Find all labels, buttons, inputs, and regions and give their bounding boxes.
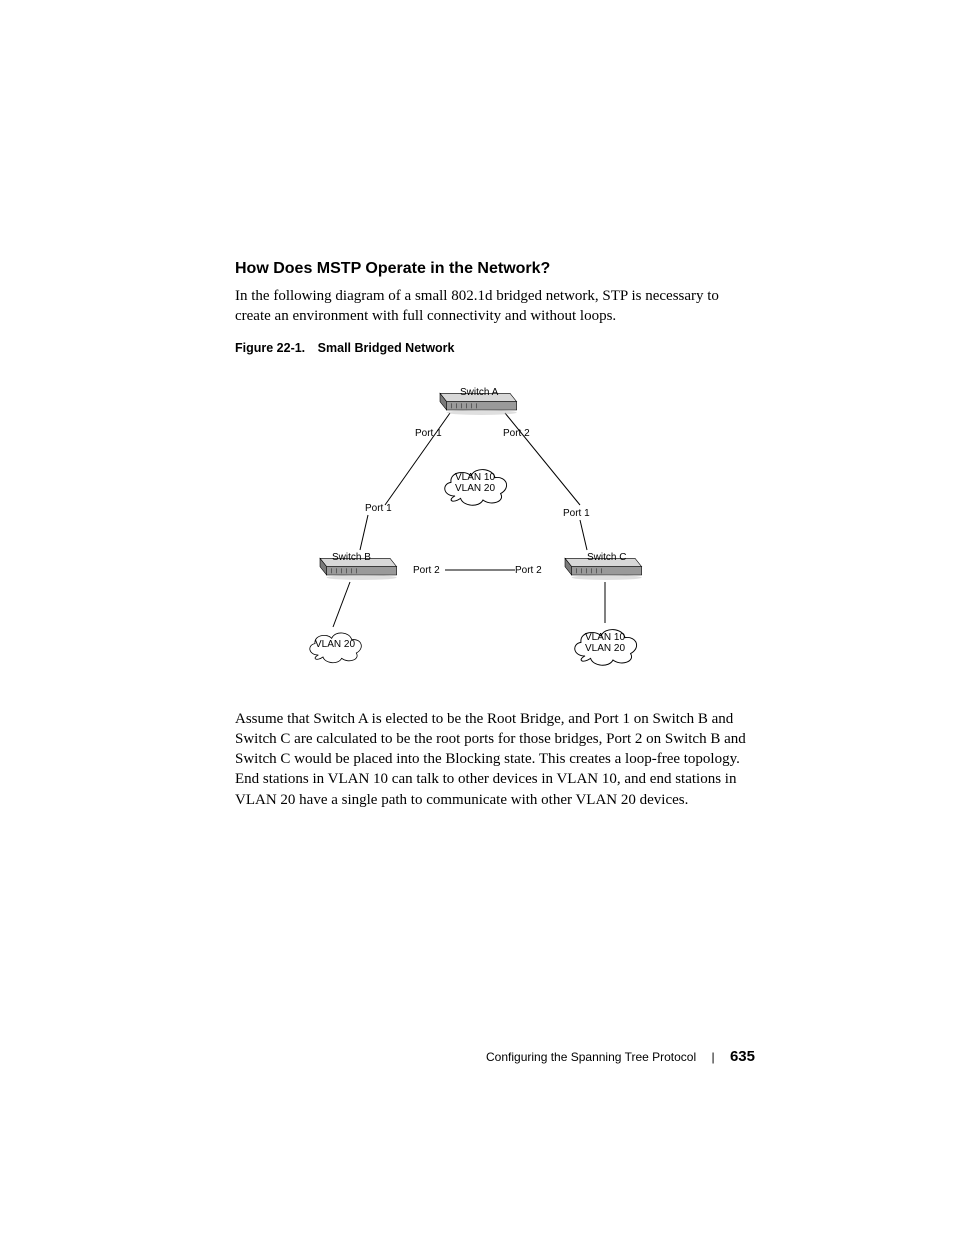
footer-separator: | <box>712 1050 715 1064</box>
vlan-cloud-right: VLAN 10VLAN 20 <box>565 620 645 668</box>
footer-chapter: Configuring the Spanning Tree Protocol <box>486 1050 696 1064</box>
vlan-cloud-center: VLAN 10VLAN 20 <box>435 460 515 508</box>
page-content: How Does MSTP Operate in the Network? In… <box>235 260 755 824</box>
intro-paragraph: In the following diagram of a small 802.… <box>235 286 755 327</box>
cloud-label: VLAN 20 <box>295 639 375 650</box>
port-a2-label: Port 2 <box>503 428 530 439</box>
footer-page-number: 635 <box>730 1048 755 1065</box>
body-paragraph: Assume that Switch A is elected to be th… <box>235 709 755 810</box>
vlan-cloud-left: VLAN 20 <box>295 625 375 665</box>
port-b2-label: Port 2 <box>413 565 440 576</box>
cloud-label: VLAN 10VLAN 20 <box>565 632 645 654</box>
switch-b-label: Switch B <box>332 552 371 563</box>
port-c2-label: Port 2 <box>515 565 542 576</box>
figure-caption: Figure 22-1. Small Bridged Network <box>235 341 755 355</box>
section-heading: How Does MSTP Operate in the Network? <box>235 260 755 278</box>
port-a1-label: Port 1 <box>415 428 442 439</box>
switch-b: Switch B <box>310 550 400 580</box>
cloud-label: VLAN 10VLAN 20 <box>435 472 515 494</box>
page-footer: Configuring the Spanning Tree Protocol |… <box>235 1048 755 1065</box>
switch-a-label: Switch A <box>460 387 498 398</box>
network-diagram: Switch A Switch B <box>235 365 755 695</box>
switch-c: Switch C <box>555 550 645 580</box>
switch-c-label: Switch C <box>587 552 626 563</box>
port-c1-label: Port 1 <box>563 508 590 519</box>
port-b1-label: Port 1 <box>365 503 392 514</box>
switch-a: Switch A <box>430 385 520 415</box>
